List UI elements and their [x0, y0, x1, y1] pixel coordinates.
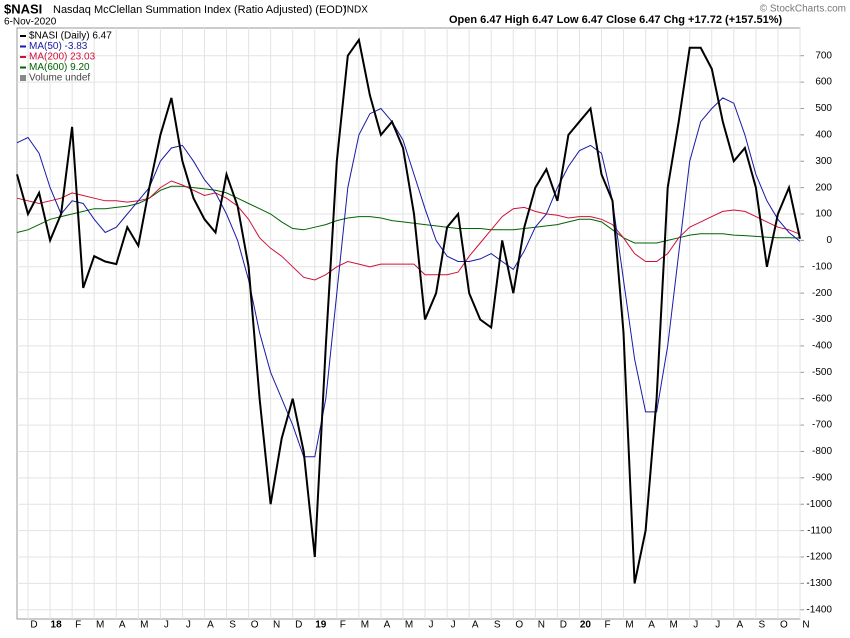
x-tick-label: M	[361, 620, 369, 631]
y-tick-label: -1000	[806, 499, 832, 510]
x-tick-label: D	[30, 620, 37, 631]
x-tick-label: F	[340, 620, 346, 631]
y-tick-label: -1400	[806, 604, 832, 615]
y-tick-label: 500	[815, 103, 832, 114]
legend-label: MA(50) -3.83	[29, 41, 88, 52]
x-tick-label: O	[515, 620, 523, 631]
legend-swatch	[20, 75, 26, 81]
x-tick-label: O	[780, 620, 788, 631]
x-tick-label: J	[164, 620, 169, 631]
series-line	[16, 97, 801, 458]
legend-label: MA(200) 23.03	[29, 52, 96, 63]
x-tick-label: D	[560, 620, 567, 631]
x-tick-label: S	[494, 620, 501, 631]
x-tick-label: 18	[51, 620, 63, 631]
x-tick-label: F	[75, 620, 81, 631]
credit: © StockCharts.com	[760, 4, 846, 15]
x-tick-label: A	[648, 620, 655, 631]
y-tick-label: 100	[815, 209, 832, 220]
y-tick-label: 0	[826, 235, 832, 246]
y-tick-label: 200	[815, 182, 832, 193]
x-tick-label: J	[451, 620, 456, 631]
y-tick-label: -200	[812, 288, 832, 299]
x-tick-label: S	[229, 620, 236, 631]
y-tick-label: -600	[812, 393, 832, 404]
date: 6-Nov-2020	[4, 17, 57, 28]
x-tick-label: A	[384, 620, 391, 631]
x-tick-label: O	[251, 620, 259, 631]
x-tick-label: D	[295, 620, 302, 631]
x-tick-label: S	[759, 620, 766, 631]
x-tick-label: M	[669, 620, 677, 631]
x-tick-label: J	[693, 620, 698, 631]
y-tick-label: -700	[812, 420, 832, 431]
y-tick-label: -500	[812, 367, 832, 378]
y-tick-label: 600	[815, 77, 832, 88]
series-line	[16, 37, 801, 584]
x-tick-label: J	[186, 620, 191, 631]
x-tick-label: J	[715, 620, 720, 631]
legend-label: $NASI (Daily) 6.47	[29, 31, 112, 42]
x-tick-label: M	[140, 620, 148, 631]
y-tick-label: -100	[812, 261, 832, 272]
chart-subtitle: Nasdaq McClellan Summation Index (Ratio …	[53, 4, 346, 16]
x-tick-label: 20	[580, 620, 592, 631]
y-tick-label: -1100	[807, 525, 832, 536]
y-tick-label: 400	[815, 129, 832, 140]
chart-title: $NASI	[4, 1, 42, 16]
y-tick-label: -400	[812, 341, 832, 352]
x-tick-label: A	[207, 620, 214, 631]
x-tick-label: A	[119, 620, 126, 631]
x-tick-label: N	[802, 620, 809, 631]
quote: Open 6.47 High 6.47 Low 6.47 Close 6.47 …	[449, 14, 783, 26]
series-line	[16, 180, 801, 281]
y-tick-label: -300	[812, 314, 832, 325]
y-tick-label: 300	[815, 156, 832, 167]
x-tick-label: N	[538, 620, 545, 631]
exchange: INDX	[344, 5, 368, 16]
legend-label: MA(600) 9.20	[29, 62, 90, 73]
y-tick-label: -1200	[806, 552, 832, 563]
x-tick-label: M	[96, 620, 104, 631]
y-tick-label: -800	[812, 446, 832, 457]
x-tick-label: N	[273, 620, 280, 631]
y-tick-label: -1300	[806, 578, 832, 589]
y-tick-label: -900	[812, 472, 832, 483]
x-tick-label: J	[429, 620, 434, 631]
x-tick-label: M	[625, 620, 633, 631]
x-tick-label: 19	[315, 620, 327, 631]
y-tick-label: 700	[815, 50, 832, 61]
x-tick-label: F	[604, 620, 610, 631]
x-tick-label: M	[405, 620, 413, 631]
legend-label: Volume undef	[29, 73, 90, 84]
x-tick-label: A	[472, 620, 479, 631]
x-tick-label: A	[736, 620, 743, 631]
